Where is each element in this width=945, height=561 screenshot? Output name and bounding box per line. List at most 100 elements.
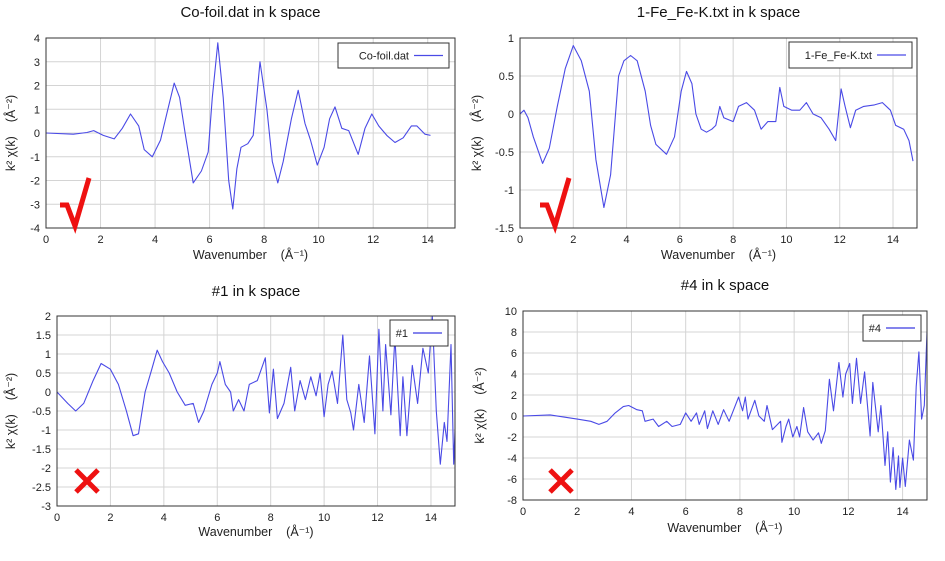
plot-area: [523, 311, 927, 500]
y-tick-label: -4: [30, 223, 40, 235]
y-tick-label: -0.5: [32, 406, 51, 418]
y-tick-label: 0.5: [36, 368, 51, 380]
legend: #1: [389, 319, 449, 347]
plot-frame: [56, 315, 456, 507]
y-tick-label: 1.5: [36, 330, 51, 342]
y-tick-label: 2: [511, 390, 517, 402]
chart-panel-2: 0 2 4 6 8 10 12 14 -1.5 -1 -0.5 0 0.5 1 1-Fe_Fe-K.txt 1…: [469, 4, 918, 262]
x-tick-label: 0: [517, 234, 523, 246]
y-axis-label: k² χ(k) (Å⁻²): [472, 367, 487, 443]
y-tick-label: 8: [511, 327, 517, 339]
y-tick-label: 0.5: [499, 71, 514, 83]
x-axis-label: Wavenumber (Å⁻¹): [193, 247, 308, 262]
y-tick-label: -4: [507, 453, 517, 465]
y-tick-label: -8: [507, 495, 517, 507]
x-tick-label: 14: [425, 512, 437, 524]
y-tick-label: 0: [45, 387, 51, 399]
y-tick-label: 1: [45, 349, 51, 361]
x-tick-label: 10: [788, 506, 800, 518]
series-line-1-Fe_Fe-K.txt: [520, 45, 914, 209]
x-tick-label: 12: [371, 512, 383, 524]
y-tick-label: -1.5: [32, 444, 51, 456]
y-tick-label: -3: [30, 199, 40, 211]
y-tick-label: -0.5: [495, 147, 514, 159]
checkmark-icon: [540, 177, 572, 234]
plot-frame: [45, 37, 456, 229]
x-tick-label: 4: [161, 512, 167, 524]
x-tick-label: 14: [896, 506, 908, 518]
x-tick-label: 0: [43, 234, 49, 246]
y-tick-label: -2.5: [32, 482, 51, 494]
y-tick-label: -1: [504, 185, 514, 197]
x-tick-label: 10: [313, 234, 325, 246]
x-tick-label: 8: [730, 234, 736, 246]
y-tick-label: 1: [34, 104, 40, 116]
x-tick-label: 10: [780, 234, 792, 246]
legend: Co-foil.dat: [337, 42, 450, 69]
chart-title: 1-Fe_Fe-K.txt in k space: [637, 4, 800, 21]
y-tick-label: 4: [34, 33, 40, 45]
y-tick-label: 0: [508, 109, 514, 121]
y-tick-label: -2: [507, 432, 517, 444]
x-tick-label: 14: [887, 234, 899, 246]
x-tick-label: 6: [677, 234, 683, 246]
y-tick-label: 10: [505, 306, 517, 318]
y-axis-label: k² χ(k) (Å⁻²): [3, 373, 18, 449]
plot-frame: [519, 37, 918, 229]
legend: #4: [862, 314, 922, 342]
series-line-#4: [523, 323, 927, 491]
x-tick-label: 8: [261, 234, 267, 246]
x-axis-label: Wavenumber (Å⁻¹): [667, 520, 782, 535]
x-tick-label: 12: [367, 234, 379, 246]
cross-icon: [548, 468, 574, 494]
x-tick-label: 0: [54, 512, 60, 524]
x-tick-label: 2: [570, 234, 576, 246]
y-tick-label: -3: [41, 501, 51, 513]
x-tick-label: 6: [207, 234, 213, 246]
chart-title: #1 in k space: [212, 283, 300, 300]
chart-panel-1: 0 2 4 6 8 10 12 14-4-3-2-101234Co-foil.datCo-fo…: [3, 4, 456, 262]
legend-label: #4: [869, 323, 881, 335]
chart-title: Co-foil.dat in k space: [180, 4, 320, 21]
chart-title: #4 in k space: [681, 277, 769, 294]
y-tick-label: 6: [511, 348, 517, 360]
x-tick-label: 8: [268, 512, 274, 524]
y-tick-label: 2: [34, 81, 40, 93]
y-tick-label: -1.5: [495, 223, 514, 235]
series-line-#1: [57, 316, 455, 465]
x-axis-label: Wavenumber (Å⁻¹): [198, 524, 313, 539]
y-tick-label: 0: [34, 128, 40, 140]
y-tick-label: -6: [507, 474, 517, 486]
checkmark-icon: [60, 177, 92, 234]
legend: 1-Fe_Fe-K.txt: [788, 41, 913, 69]
y-tick-label: 4: [511, 369, 517, 381]
y-tick-label: 2: [45, 311, 51, 323]
plot-frame: [522, 310, 928, 501]
x-tick-label: 14: [422, 234, 434, 246]
x-tick-label: 4: [152, 234, 158, 246]
x-tick-label: 12: [834, 234, 846, 246]
y-tick-label: -2: [41, 463, 51, 475]
chart-panel-4: 0 2 4 6 8 10 12 14 -8 -6 -4 -2 0 2 4 6 8 10 #4 #4 in k spac…: [472, 277, 928, 535]
y-axis-label: k² χ(k) (Å⁻²): [469, 95, 484, 171]
x-axis-label: Wavenumber (Å⁻¹): [661, 247, 776, 262]
y-tick-label: 1: [508, 33, 514, 45]
x-tick-label: 2: [574, 506, 580, 518]
x-tick-label: 4: [624, 234, 630, 246]
y-tick-label: -1: [41, 425, 51, 437]
y-tick-label: 3: [34, 57, 40, 69]
chart-panel-3: 0 2 4 6 8 10 12 14 -3 -2.5 -2 -1.5 -1 -0.5 0 0.5 1 1.5 2 #1…: [3, 283, 456, 539]
x-tick-label: 6: [683, 506, 689, 518]
x-tick-label: 10: [318, 512, 330, 524]
y-tick-label: -1: [30, 152, 40, 164]
legend-label: 1-Fe_Fe-K.txt: [805, 50, 872, 62]
y-tick-label: -2: [30, 176, 40, 188]
x-tick-label: 4: [628, 506, 634, 518]
series-line-Co-foil.dat: [46, 42, 431, 210]
plot-area: [520, 38, 917, 228]
x-tick-label: 8: [737, 506, 743, 518]
x-tick-label: 2: [107, 512, 113, 524]
legend-label: #1: [396, 328, 408, 340]
cross-icon: [74, 468, 100, 494]
